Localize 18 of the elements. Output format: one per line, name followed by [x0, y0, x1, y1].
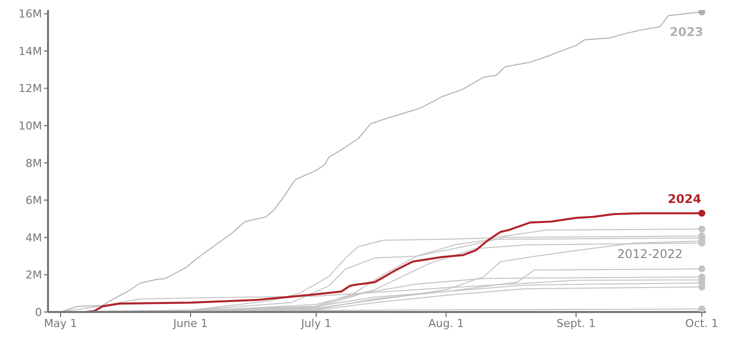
- annotation: 2012-2022: [617, 247, 683, 261]
- x-tick-label: Sept. 1: [556, 316, 596, 330]
- y-tick-label: 16M: [18, 8, 42, 21]
- y-tick-label: 12M: [18, 82, 42, 96]
- y-tick-label: 10M: [18, 119, 42, 132]
- x-tick-label: July 1: [300, 316, 332, 330]
- x-tick-label: June 1: [172, 316, 208, 330]
- x-tick-label: Aug. 1: [428, 316, 464, 330]
- series-label: 2024: [668, 192, 702, 206]
- x-tick-label: May 1: [44, 316, 78, 330]
- y-tick-label: 14M: [18, 44, 42, 58]
- y-tick-label: 0: [35, 306, 42, 319]
- y-tick-label: 2M: [26, 268, 42, 282]
- y-tick-label: 4M: [26, 231, 42, 244]
- y-tick-label: 8M: [26, 156, 42, 170]
- series-label: 2023: [670, 24, 704, 39]
- y-tick-label: 6M: [26, 194, 42, 208]
- x-tick-label: Oct. 1: [685, 316, 718, 330]
